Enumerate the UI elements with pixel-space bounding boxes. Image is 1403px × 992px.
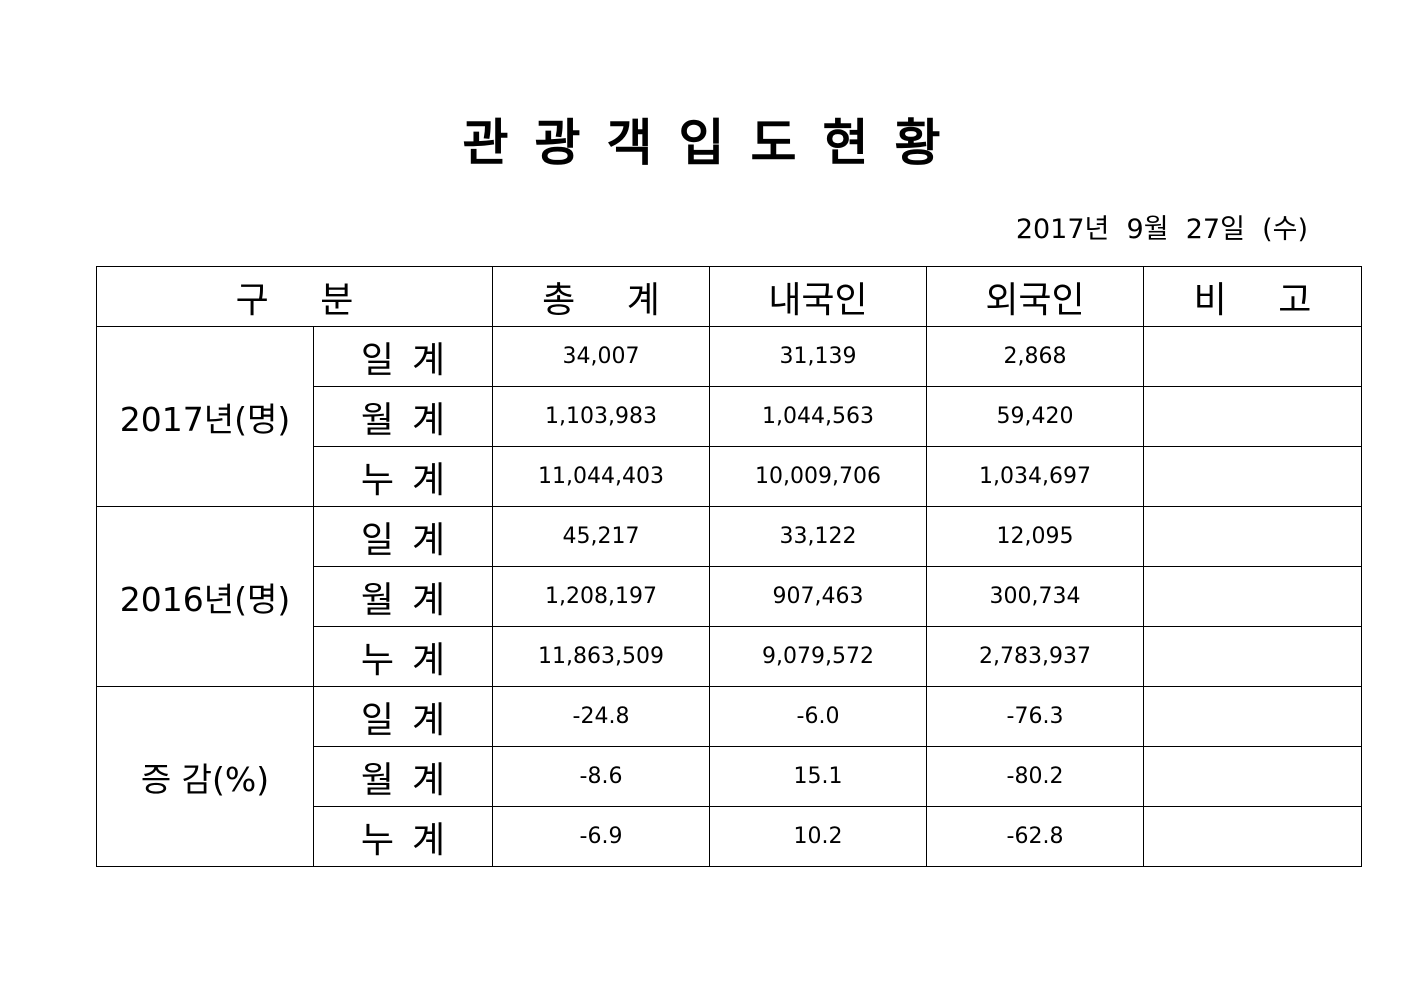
header-domestic: 내국인 xyxy=(709,266,927,327)
cell-remarks xyxy=(1143,566,1362,627)
cell-remarks xyxy=(1143,326,1362,387)
table-row: 증 감(%) 일계 -24.8 -6.0 -76.3 xyxy=(96,686,1362,867)
cell-total: -6.9 xyxy=(492,806,710,867)
row-label: 일계 xyxy=(313,326,493,387)
cell-total: 11,044,403 xyxy=(492,446,710,507)
table-row: 누계 -6.9 10.2 -62.8 xyxy=(97,806,1362,867)
header-total: 총 계 xyxy=(492,266,710,327)
row-label: 누계 xyxy=(313,626,493,687)
cell-total: 45,217 xyxy=(492,506,710,567)
header-remarks: 비 고 xyxy=(1143,266,1362,327)
cell-remarks xyxy=(1143,506,1362,567)
cell-remarks xyxy=(1143,446,1362,507)
cell-foreign: 2,783,937 xyxy=(926,626,1144,687)
cell-foreign: 1,034,697 xyxy=(926,446,1144,507)
group-label-2016: 2016년(명) xyxy=(96,506,314,687)
cell-domestic: 907,463 xyxy=(709,566,927,627)
cell-remarks xyxy=(1143,746,1362,807)
tourist-arrivals-table: 구 분 총 계 내국인 외국인 비 고 2017년(명) 일계 34,007 3… xyxy=(96,266,1362,867)
header-category: 구 분 xyxy=(96,266,493,327)
report-date: 2017년 9월 27일 (수) xyxy=(1015,214,1308,245)
page-title: 관광객입도현황 xyxy=(462,114,967,172)
cell-total: 11,863,509 xyxy=(492,626,710,687)
cell-foreign: 300,734 xyxy=(926,566,1144,627)
header-foreign: 외국인 xyxy=(926,266,1144,327)
table-row: 월계 1,208,197 907,463 300,734 xyxy=(97,566,1362,627)
cell-domestic: 15.1 xyxy=(709,746,927,807)
row-label: 일계 xyxy=(313,686,493,747)
table-row: 2017년(명) 일계 34,007 31,139 2,868 xyxy=(96,326,1362,507)
cell-total: 34,007 xyxy=(492,326,710,387)
cell-remarks xyxy=(1143,686,1362,747)
cell-remarks xyxy=(1143,626,1362,687)
cell-domestic: 10,009,706 xyxy=(709,446,927,507)
row-label: 누계 xyxy=(313,806,493,867)
cell-foreign: 12,095 xyxy=(926,506,1144,567)
table-row: 2016년(명) 일계 45,217 33,122 12,095 xyxy=(96,506,1362,687)
header-row: 구 분 총 계 내국인 외국인 비 고 xyxy=(96,266,1362,327)
row-label: 월계 xyxy=(313,746,493,807)
cell-domestic: 31,139 xyxy=(709,326,927,387)
row-label: 일계 xyxy=(313,506,493,567)
cell-domestic: 10.2 xyxy=(709,806,927,867)
group-label-2017: 2017년(명) xyxy=(96,326,314,507)
cell-foreign: 2,868 xyxy=(926,326,1144,387)
cell-remarks xyxy=(1143,806,1362,867)
row-label: 누계 xyxy=(313,446,493,507)
cell-domestic: 9,079,572 xyxy=(709,626,927,687)
cell-domestic: 33,122 xyxy=(709,506,927,567)
cell-foreign: -80.2 xyxy=(926,746,1144,807)
row-label: 월계 xyxy=(313,566,493,627)
row-label: 월계 xyxy=(313,386,493,447)
table-row: 누계 11,863,509 9,079,572 2,783,937 xyxy=(97,626,1362,687)
table-row: 월계 -8.6 15.1 -80.2 xyxy=(97,746,1362,807)
group-label-change: 증 감(%) xyxy=(96,686,314,867)
cell-domestic: -6.0 xyxy=(709,686,927,747)
cell-total: 1,208,197 xyxy=(492,566,710,627)
cell-total: -8.6 xyxy=(492,746,710,807)
cell-foreign: -76.3 xyxy=(926,686,1144,747)
cell-foreign: -62.8 xyxy=(926,806,1144,867)
cell-remarks xyxy=(1143,386,1362,447)
table-row: 누계 11,044,403 10,009,706 1,034,697 xyxy=(97,446,1362,507)
cell-total: -24.8 xyxy=(492,686,710,747)
cell-total: 1,103,983 xyxy=(492,386,710,447)
cell-foreign: 59,420 xyxy=(926,386,1144,447)
cell-domestic: 1,044,563 xyxy=(709,386,927,447)
